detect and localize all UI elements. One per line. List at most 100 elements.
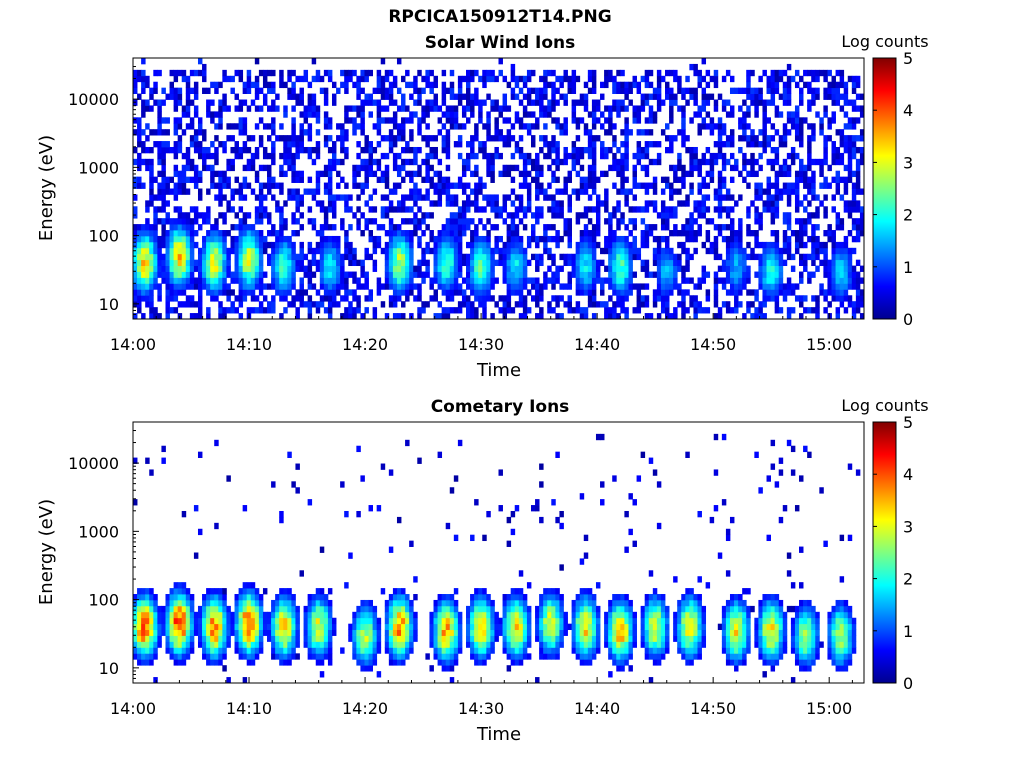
heatmap-cell — [189, 623, 195, 631]
heatmap-cell — [238, 599, 244, 607]
heatmap-cell — [547, 253, 552, 261]
heatmap-cell — [230, 164, 235, 172]
heatmap-cell — [380, 176, 386, 183]
heatmap-cell — [433, 289, 438, 296]
heatmap-cell — [262, 235, 268, 243]
heatmap-cell — [271, 105, 276, 112]
heatmap-cell — [319, 659, 325, 666]
heatmap-cell — [234, 69, 239, 77]
heatmap-cell — [177, 170, 183, 178]
heatmap-cell — [279, 230, 284, 237]
heatmap-cell — [165, 629, 170, 636]
heatmap-cell — [214, 295, 219, 302]
heatmap-cell — [206, 253, 211, 261]
heatmap-cell — [429, 164, 434, 172]
heatmap-cell — [169, 594, 175, 601]
heatmap-cell — [701, 105, 707, 112]
heatmap-cell — [725, 253, 731, 261]
heatmap-cell — [364, 224, 369, 231]
heatmap-cell — [279, 623, 284, 631]
heatmap-cell — [173, 182, 179, 189]
heatmap-cell — [819, 123, 824, 130]
heatmap-cell — [405, 117, 410, 124]
heatmap-cell — [595, 241, 601, 249]
heatmap-cell — [587, 206, 593, 213]
heatmap-cell — [518, 289, 524, 296]
heatmap-cell — [526, 194, 532, 201]
heatmap-cell — [405, 194, 410, 201]
heatmap-cell — [336, 289, 341, 296]
heatmap-cell — [478, 277, 483, 284]
heatmap-cell — [490, 265, 495, 272]
heatmap-cell — [380, 170, 386, 178]
heatmap-cell — [141, 611, 146, 619]
heatmap-cell — [644, 224, 650, 231]
heatmap-cell — [185, 605, 191, 613]
heatmap-cell — [315, 641, 321, 648]
heatmap-cell — [494, 235, 499, 243]
heatmap-cell — [421, 87, 426, 94]
heatmap-cell — [275, 653, 280, 660]
heatmap-cell — [774, 75, 780, 83]
heatmap-cell — [133, 81, 138, 89]
heatmap-cell — [794, 170, 800, 178]
heatmap-cell — [327, 69, 333, 77]
heatmap-cell — [161, 170, 166, 178]
heatmap-cell — [206, 594, 211, 601]
heatmap-cell — [360, 182, 365, 189]
heatmap-cell — [526, 158, 532, 166]
heatmap-cell — [701, 182, 707, 189]
heatmap-cell — [510, 289, 516, 296]
heatmap-cell — [823, 69, 828, 77]
heatmap-cell — [181, 265, 187, 272]
heatmap-cell — [717, 212, 723, 219]
heatmap-cell — [360, 635, 365, 642]
heatmap-cell — [368, 641, 373, 648]
heatmap-cell — [620, 152, 625, 160]
heatmap-cell — [470, 170, 475, 178]
heatmap-cell — [461, 182, 467, 189]
heatmap-cell — [437, 170, 443, 178]
heatmap-cell — [323, 259, 329, 267]
heatmap-cell — [409, 93, 414, 100]
heatmap-cell — [782, 241, 788, 249]
heatmap-cell — [157, 235, 162, 243]
heatmap-cell — [392, 117, 398, 124]
heatmap-cell — [656, 93, 662, 100]
heatmap-cell — [189, 123, 195, 130]
heatmap-cell — [222, 635, 227, 642]
heatmap-cell — [815, 69, 820, 77]
heatmap-cell — [246, 105, 252, 112]
heatmap-cell — [417, 295, 422, 302]
heatmap-cell — [364, 141, 369, 148]
heatmap-cell — [819, 129, 824, 136]
heatmap-cell — [823, 295, 828, 302]
heatmap-cell — [725, 158, 731, 166]
heatmap-cell — [652, 117, 658, 124]
heatmap-cell — [648, 271, 654, 278]
heatmap-cell — [173, 605, 179, 613]
heatmap-cell — [145, 283, 150, 290]
heatmap-cell — [669, 277, 674, 284]
heatmap-cell — [656, 105, 662, 112]
heatmap-cell — [242, 81, 248, 89]
heatmap-cell — [413, 230, 418, 237]
heatmap-cell — [197, 141, 203, 148]
heatmap-cell — [234, 265, 239, 272]
heatmap-cell — [376, 505, 382, 512]
heatmap-cell — [717, 129, 723, 136]
heatmap-cell — [283, 594, 288, 601]
heatmap-cell — [608, 164, 613, 172]
heatmap-cell — [563, 182, 568, 189]
heatmap-cell — [786, 200, 792, 207]
heatmap-cell — [222, 69, 227, 77]
heatmap-cell — [141, 277, 146, 284]
heatmap-cell — [457, 212, 463, 219]
heatmap-cell — [839, 152, 845, 160]
heatmap-cell — [859, 206, 865, 213]
heatmap-cell — [774, 158, 780, 166]
heatmap-cell — [510, 164, 516, 172]
heatmap-cell — [303, 635, 309, 642]
heatmap-cell — [583, 271, 589, 278]
heatmap-cell — [242, 99, 248, 106]
